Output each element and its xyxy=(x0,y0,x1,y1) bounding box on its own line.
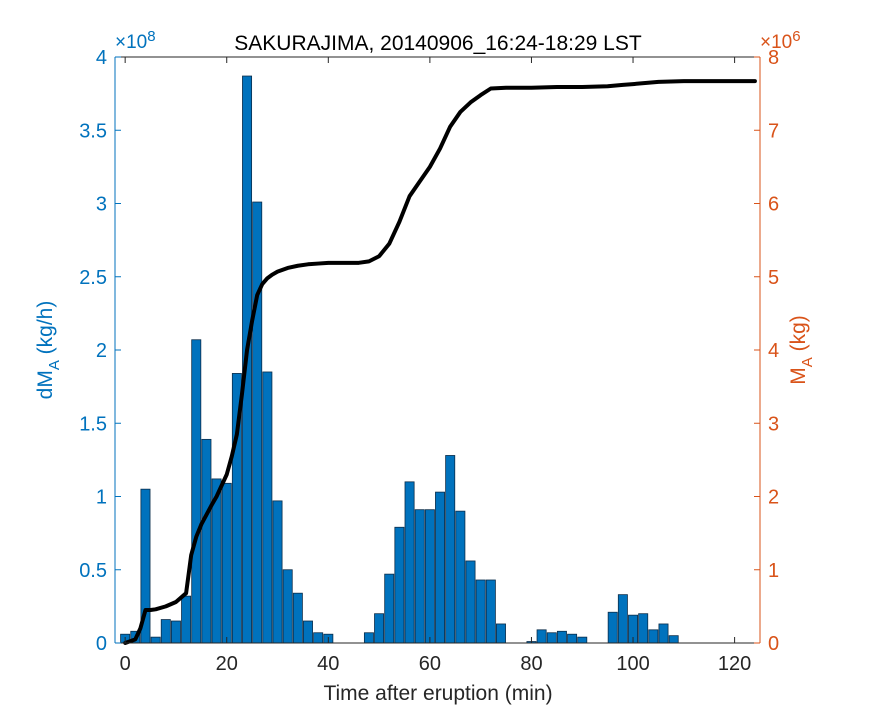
right-y-ticks: 0 1 2 3 4 5 6 7 8 xyxy=(754,47,779,655)
x-axis-label: Time after eruption (min) xyxy=(323,682,552,705)
right-y-axis-label: MA (kg) xyxy=(787,315,816,385)
bar xyxy=(221,482,232,644)
bar xyxy=(252,201,263,644)
x-tick-label: 60 xyxy=(419,653,441,675)
bar xyxy=(556,630,567,644)
bar xyxy=(170,620,181,644)
bar xyxy=(282,569,293,644)
left-y-ticks: 0 0.5 1 1.5 2 2.5 3 3.5 4 xyxy=(79,47,121,655)
left-y-tick-label: 0.5 xyxy=(79,560,107,582)
x-tick-label: 0 xyxy=(120,653,131,675)
bar xyxy=(475,579,486,644)
bar xyxy=(262,371,273,644)
bar xyxy=(546,632,557,644)
bar xyxy=(150,636,161,644)
bar xyxy=(668,635,679,644)
left-y-tick-label: 2.5 xyxy=(79,267,107,289)
bar xyxy=(414,509,425,644)
bar xyxy=(363,632,374,644)
bar xyxy=(435,491,446,644)
bar xyxy=(160,619,171,644)
x-tick-label: 100 xyxy=(616,653,649,675)
bar xyxy=(496,623,506,644)
bar xyxy=(577,636,588,644)
bar xyxy=(374,613,385,644)
right-y-tick-label: 8 xyxy=(768,47,779,69)
bar xyxy=(617,594,628,644)
left-y-tick-label: 2 xyxy=(96,340,107,362)
right-y-tick-label: 6 xyxy=(768,194,779,216)
bar xyxy=(404,481,415,644)
bar xyxy=(638,613,649,644)
left-y-tick-label: 4 xyxy=(96,47,107,69)
bar xyxy=(567,633,578,644)
bar xyxy=(455,510,466,644)
bar xyxy=(445,455,456,644)
x-tick-label: 120 xyxy=(718,653,751,675)
right-y-tick-label: 2 xyxy=(768,487,779,509)
left-y-tick-label: 3.5 xyxy=(79,120,107,142)
right-y-tick-label: 7 xyxy=(768,120,779,142)
chart-title: SAKURAJIMA, 20140906_16:24-18:29 LST xyxy=(234,32,642,55)
bar xyxy=(394,526,405,644)
bar xyxy=(303,620,313,644)
right-y-tick-label: 0 xyxy=(768,633,779,655)
left-y-axis-label: dMA (kg/h) xyxy=(34,301,63,400)
bar xyxy=(648,629,659,644)
left-y-tick-label: 1 xyxy=(96,487,107,509)
x-tick-label: 80 xyxy=(520,653,542,675)
cumulative-mass-line xyxy=(123,79,757,645)
bar xyxy=(536,629,547,644)
bar xyxy=(191,339,202,644)
bar xyxy=(384,573,395,644)
right-y-tick-label: 5 xyxy=(768,267,779,289)
right-y-tick-label: 3 xyxy=(768,413,779,435)
bar xyxy=(424,509,435,644)
bar xyxy=(313,632,324,644)
right-y-tick-label: 4 xyxy=(768,340,779,362)
right-y-tick-label: 1 xyxy=(768,560,779,582)
bar xyxy=(201,438,212,644)
bar xyxy=(607,611,618,644)
left-axis-exponent: ×108 xyxy=(115,28,156,53)
left-y-tick-label: 0 xyxy=(96,633,107,655)
x-tick-label: 20 xyxy=(216,653,238,675)
bar xyxy=(658,623,669,644)
bar xyxy=(292,592,303,644)
right-axis-exponent: ×106 xyxy=(760,28,801,53)
left-y-tick-label: 1.5 xyxy=(79,413,107,435)
bar xyxy=(465,560,476,644)
x-ticks: 0 20 40 60 80 100 120 xyxy=(120,57,751,675)
bar xyxy=(181,595,192,644)
left-y-tick-label: 3 xyxy=(96,194,107,216)
bar xyxy=(272,500,283,644)
bar xyxy=(485,579,496,644)
x-tick-label: 40 xyxy=(317,653,339,675)
